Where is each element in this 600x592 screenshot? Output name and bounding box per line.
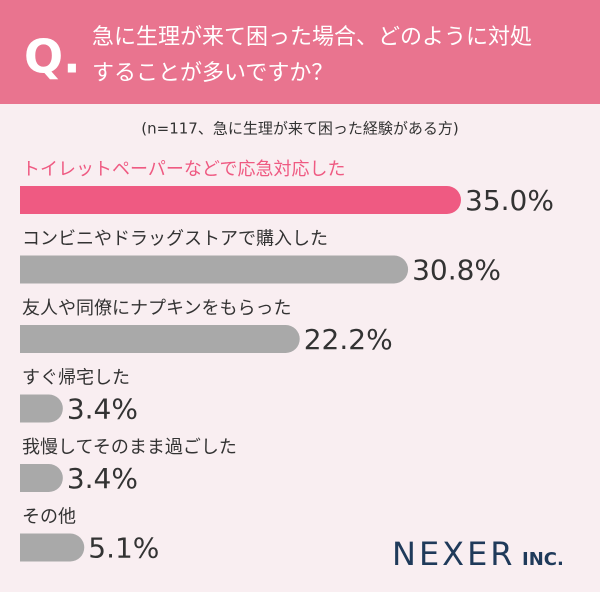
value-label: 35.0% [465,184,554,217]
value-label: 3.4% [67,393,138,426]
value-label: 3.4% [67,462,138,495]
header [0,0,600,104]
logo-suffix: INC. [522,549,564,570]
category-label: 友人や同僚にナプキンをもらった [22,298,291,319]
subtitle: (n=117、急に生理が来て困った経験がある方) [141,120,458,138]
bar [20,533,85,562]
bar [20,186,461,214]
question-mark: Q. [24,30,81,84]
bar [20,255,409,284]
value-label: 30.8% [412,254,501,287]
title-line: することが多いですか？ [92,61,333,86]
category-label: 我慢してそのまま過ごした [22,437,237,458]
bar [20,394,63,423]
title-line: 急に生理が来て困った場合、どのように対処 [92,25,532,50]
logo: NEXER [392,535,516,573]
bar [20,464,63,493]
category-label: すぐ帰宅した [22,368,130,389]
category-label: トイレットペーパーなどで応急対応した [22,159,345,180]
category-label: その他 [22,507,76,528]
value-label: 22.2% [304,323,393,356]
category-label: コンビニやドラッグストアで購入した [22,229,328,250]
value-label: 5.1% [88,532,159,565]
bar [20,325,300,353]
